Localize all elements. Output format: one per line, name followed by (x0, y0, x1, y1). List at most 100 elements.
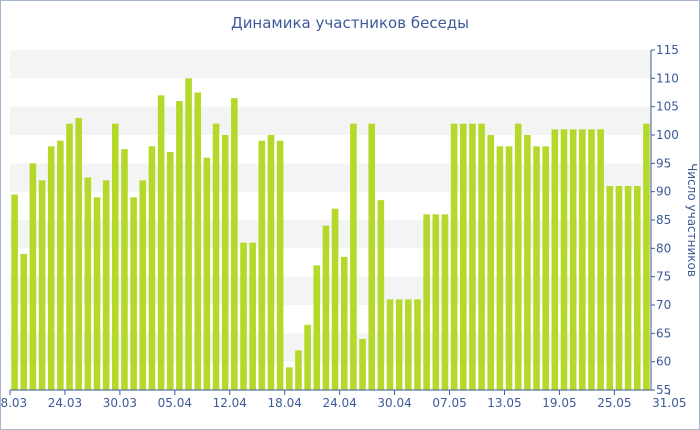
bar (533, 146, 540, 390)
bar (405, 299, 412, 390)
bar (166, 152, 174, 390)
x-tick-label: 13.05 (487, 396, 521, 410)
y-tick-label: 85 (656, 213, 671, 227)
y-axis: 55 60 65 70 75 80 85 90 95 100 105 110 115 (650, 43, 679, 397)
x-tick-label: 18.04 (268, 396, 302, 410)
x-tick-label: 31.05 (652, 396, 686, 410)
bar (84, 177, 92, 390)
x-tick-label: 07.05 (432, 396, 466, 410)
bar (313, 265, 321, 390)
bar (102, 180, 110, 390)
y-tick-label: 70 (656, 298, 671, 312)
bar (29, 163, 37, 390)
bar (505, 146, 513, 390)
bar (469, 123, 476, 391)
bar (478, 123, 485, 391)
y-tick-label: 60 (656, 355, 671, 369)
bar (386, 299, 394, 390)
bar (322, 225, 330, 390)
bar (75, 118, 82, 390)
bar (185, 78, 192, 390)
y-tick-label: 90 (656, 185, 671, 199)
bar (588, 129, 595, 391)
bar (597, 129, 604, 391)
y-axis-label: Число участников (685, 163, 699, 277)
bar (139, 180, 147, 390)
grid-band (10, 50, 651, 79)
bars (11, 78, 650, 391)
bar (560, 129, 568, 391)
bar (514, 123, 522, 391)
bar (285, 367, 293, 390)
bar (487, 135, 495, 390)
bar (606, 186, 614, 390)
bar (359, 339, 366, 390)
bar (295, 350, 302, 390)
x-tick-label: 18.03 (0, 396, 27, 410)
x-tick-label: 24.03 (48, 396, 82, 410)
bar (569, 129, 577, 391)
x-tick-label: 19.05 (542, 396, 576, 410)
y-tick-label: 110 (656, 71, 679, 85)
y-tick-label: 100 (656, 128, 679, 142)
bar (414, 299, 421, 390)
bar (450, 123, 458, 391)
bar (350, 123, 357, 391)
bar (148, 146, 156, 390)
bar (524, 135, 531, 390)
y-tick-label: 105 (656, 100, 679, 114)
bar (157, 95, 165, 390)
bar (395, 299, 403, 390)
bar (258, 140, 266, 390)
bar (176, 101, 183, 390)
bar (212, 123, 220, 391)
x-tick-label: 30.04 (377, 396, 411, 410)
bar (231, 98, 238, 391)
x-tick-label: 25.05 (597, 396, 631, 410)
bar (331, 208, 339, 390)
bar (66, 123, 73, 391)
bar (194, 92, 202, 390)
bar (615, 186, 623, 390)
y-tick-label: 65 (656, 326, 671, 340)
bar (624, 186, 632, 390)
bar (551, 129, 559, 391)
y-tick-label: 115 (656, 43, 679, 57)
bar (432, 214, 440, 390)
x-tick-label: 12.04 (213, 396, 247, 410)
bar (368, 123, 376, 391)
bar (267, 135, 275, 390)
bar (38, 180, 46, 390)
bar (579, 129, 586, 391)
bar (423, 214, 430, 390)
bar (340, 256, 348, 390)
y-tick-label: 80 (656, 241, 671, 255)
y-tick-label: 75 (656, 270, 671, 284)
x-tick-label: 30.03 (103, 396, 137, 410)
x-tick-label: 24.04 (322, 396, 356, 410)
bar (304, 324, 311, 390)
x-axis: 18.03 24.03 30.03 05.04 12.04 18.04 24.04 30.04… (0, 389, 686, 410)
bar (459, 123, 467, 391)
bar (633, 186, 641, 390)
bar (643, 123, 650, 391)
bar (93, 197, 101, 390)
bar (542, 146, 549, 390)
bar (121, 149, 128, 390)
bar (112, 123, 119, 391)
x-tick-label: 05.04 (158, 396, 192, 410)
bar (20, 254, 28, 390)
bar (496, 146, 504, 390)
bar (276, 140, 284, 390)
y-tick-label: 95 (656, 156, 671, 170)
chart-title: Динамика участников беседы (230, 14, 470, 32)
bar (441, 214, 449, 390)
bar (47, 146, 55, 390)
bar (240, 242, 247, 390)
bar (377, 200, 385, 390)
bar (221, 135, 229, 390)
bar (249, 242, 256, 390)
bar (57, 140, 64, 390)
bar (130, 197, 137, 390)
